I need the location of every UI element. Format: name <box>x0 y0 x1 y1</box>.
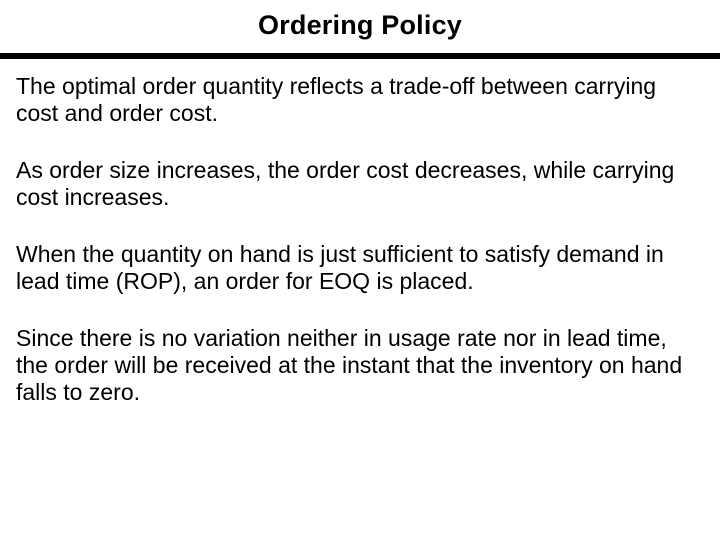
paragraph: Since there is no variation neither in u… <box>16 325 704 406</box>
paragraph: The optimal order quantity reflects a tr… <box>16 73 704 127</box>
page-title: Ordering Policy <box>0 0 720 53</box>
slide-body: The optimal order quantity reflects a tr… <box>0 59 720 406</box>
paragraph: When the quantity on hand is just suffic… <box>16 241 704 295</box>
paragraph: As order size increases, the order cost … <box>16 157 704 211</box>
slide: Ordering Policy The optimal order quanti… <box>0 0 720 540</box>
